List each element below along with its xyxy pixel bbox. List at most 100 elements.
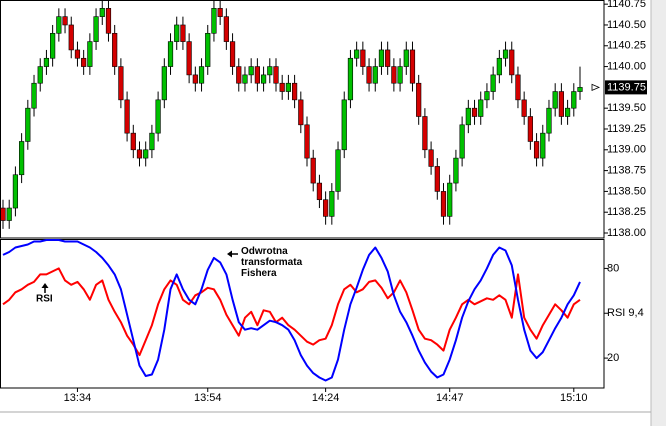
- candle-body: [260, 74, 267, 84]
- candle-body: [509, 49, 515, 76]
- candle-body: [558, 91, 564, 117]
- candle-body: [223, 16, 229, 42]
- y-tick-label: 1138.50: [607, 185, 646, 197]
- candle-body: [31, 82, 37, 109]
- candle-body: [354, 49, 360, 59]
- y-tick-label: 1138.75: [607, 165, 646, 177]
- candle-body: [502, 49, 509, 59]
- candle-body: [304, 124, 310, 159]
- candle-body: [422, 116, 428, 151]
- candle-body: [87, 41, 93, 67]
- rsi-annotation: RSI: [36, 283, 53, 305]
- candle-body: [68, 24, 74, 51]
- candle-body: [496, 57, 502, 76]
- candle-body: [6, 207, 12, 221]
- candle-body: [180, 24, 186, 42]
- candle-body: [217, 8, 223, 17]
- candle-body: [124, 99, 130, 134]
- annotation-arrowhead: [41, 283, 49, 288]
- y-tick-label: RSI 9,4: [607, 307, 644, 319]
- y-tick-label: 1140.50: [607, 19, 646, 31]
- candle-body: [564, 107, 571, 117]
- candle-body: [93, 16, 99, 42]
- candle-body: [205, 32, 211, 67]
- candle-body: [118, 66, 124, 101]
- candle-body: [229, 41, 236, 67]
- candle-body: [459, 124, 465, 159]
- candle-body: [403, 49, 409, 67]
- candle-body: [298, 99, 304, 126]
- candle-body: [316, 182, 323, 201]
- candle-body: [192, 74, 198, 84]
- candle-body: [478, 99, 484, 117]
- candle-body: [292, 82, 298, 101]
- candle-body: [149, 132, 155, 151]
- indicator-line: [2, 267, 581, 357]
- candle-body: [37, 66, 43, 84]
- candle-body: [130, 132, 136, 151]
- candle-body: [378, 49, 385, 67]
- candle-body: [490, 74, 496, 92]
- y-tick-label: 1139.50: [607, 102, 646, 114]
- x-tick-label: 14:47: [436, 392, 464, 404]
- candle-body: [155, 99, 161, 134]
- x-tick-label: 14:24: [312, 392, 340, 404]
- indicator-line: [2, 239, 581, 382]
- candle-body: [12, 174, 19, 209]
- candle-body: [211, 8, 217, 34]
- x-tick-label: 15:10: [560, 392, 588, 404]
- candle-body: [56, 16, 62, 34]
- candle-body: [19, 141, 25, 176]
- candle-body: [471, 107, 478, 117]
- candle-body: [453, 157, 459, 184]
- candle-body: [279, 82, 285, 92]
- candle-body: [267, 66, 273, 76]
- candle-body: [546, 107, 552, 134]
- candle-body: [74, 49, 81, 59]
- candle-body: [323, 199, 329, 217]
- candle-body: [571, 91, 577, 109]
- candle-body: [366, 66, 372, 84]
- candle-body: [186, 41, 192, 76]
- candle-body: [521, 99, 527, 117]
- y-tick-label: 80: [607, 262, 619, 274]
- fisher-annotation: Odwrotna transformata Fishera: [227, 246, 303, 279]
- candle-body: [360, 49, 366, 67]
- candle-body: [136, 149, 143, 159]
- candle-body: [416, 82, 422, 117]
- y-tick-label: 1140.25: [607, 40, 646, 52]
- annotation-arrowhead: [227, 250, 232, 258]
- candle-body: [434, 166, 440, 192]
- candle-body: [242, 74, 248, 84]
- y-tick-label: 20: [607, 352, 619, 364]
- annotation-text: Odwrotna transformata Fishera: [241, 246, 303, 279]
- candle-body: [527, 116, 533, 142]
- candle-body: [347, 57, 354, 101]
- candle-body: [540, 132, 546, 159]
- candle-body: [198, 66, 205, 84]
- candle-body: [329, 191, 335, 217]
- candle-body: [428, 149, 434, 167]
- candle-body: [409, 49, 416, 84]
- candle-body: [167, 41, 174, 67]
- y-tick-label: 1139.25: [607, 123, 646, 135]
- candle-body: [248, 66, 254, 76]
- last-price-box: [605, 80, 647, 95]
- y-tick-label: 1140.75: [607, 0, 646, 10]
- candle-body: [341, 99, 347, 151]
- candle-body: [0, 207, 6, 221]
- candle-body: [161, 66, 167, 101]
- candle-body: [99, 8, 105, 17]
- candle-body: [385, 49, 391, 67]
- candle-body: [552, 91, 558, 109]
- candle-body: [335, 149, 341, 192]
- last-price-label: 1139.75: [607, 81, 646, 93]
- candle-body: [577, 87, 583, 92]
- candle-body: [447, 182, 453, 217]
- candle-body: [273, 66, 279, 84]
- candle-body: [50, 32, 56, 59]
- candle-body: [533, 141, 540, 159]
- price-panel: [0, 0, 605, 239]
- candle-body: [465, 107, 471, 126]
- candle-body: [174, 24, 180, 42]
